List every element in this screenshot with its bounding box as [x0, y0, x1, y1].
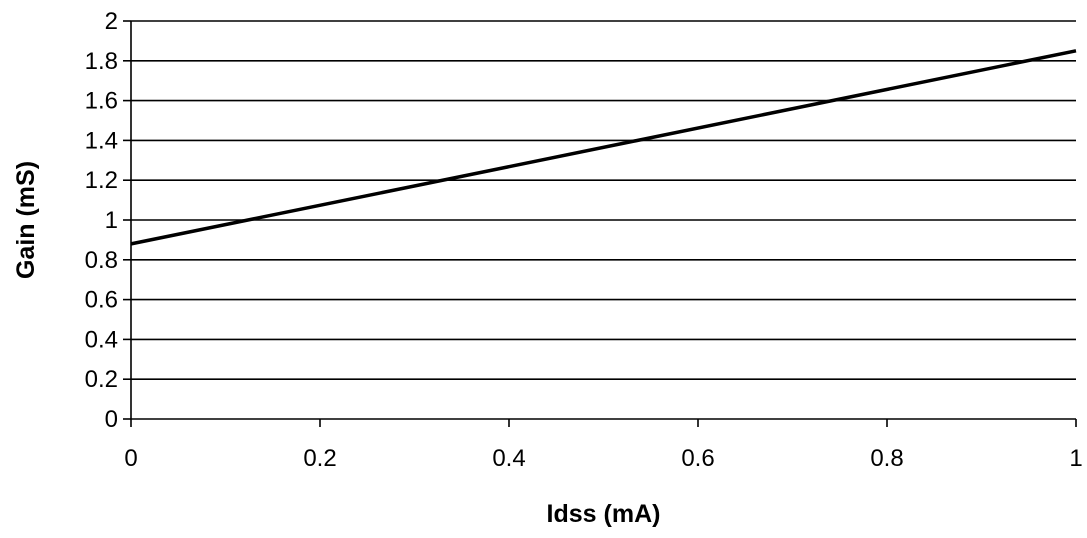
x-tick-label: 0.2 — [303, 445, 336, 472]
series — [130, 49, 1077, 246]
y-tick-label: 1.6 — [85, 88, 118, 115]
x-tick-label: 1 — [1069, 445, 1082, 472]
y-tick-label: 0.6 — [85, 287, 118, 314]
y-tick-label: 1.2 — [85, 167, 118, 194]
x-tick-label: 0.4 — [492, 445, 525, 472]
y-tick-label: 0.4 — [85, 326, 118, 353]
x-tick-label: 0.8 — [870, 445, 903, 472]
y-tick-labels: 0 0.2 0.4 0.6 0.8 1 1.2 1.4 1.6 1.8 2 — [85, 8, 118, 433]
y-tick-label: 1.4 — [85, 127, 118, 154]
y-axis-title: Gain (mS) — [12, 161, 40, 279]
y-tick-label: 0.8 — [85, 247, 118, 274]
y-tick-label: 1 — [105, 207, 118, 234]
x-tick-labels: 0 0.2 0.4 0.6 0.8 1 — [124, 445, 1082, 472]
series-line — [130, 49, 1077, 246]
y-tick-label: 1.8 — [85, 48, 118, 75]
x-axis-title: Idss (mA) — [547, 500, 661, 528]
x-tick-label: 0.6 — [681, 445, 714, 472]
axes — [123, 20, 1077, 427]
x-tick-label: 0 — [124, 445, 137, 472]
y-tick-label: 2 — [105, 8, 118, 35]
grid — [131, 20, 1076, 381]
y-tick-label: 0.2 — [85, 366, 118, 393]
y-tick-label: 0 — [105, 406, 118, 433]
